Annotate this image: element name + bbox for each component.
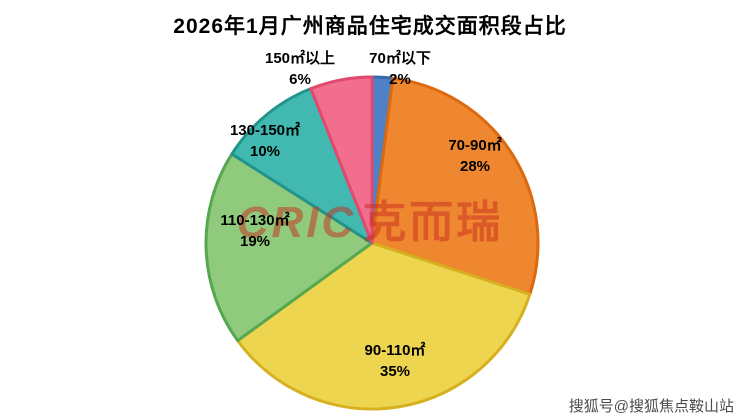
chart-title: 2026年1月广州商品住宅成交面积段占比 xyxy=(173,15,567,38)
pie-slice-130-150[interactable] xyxy=(230,87,374,245)
pie-slice-90-110[interactable] xyxy=(236,241,532,411)
sohu-watermark: 搜狐号@搜狐焦点鞍山站 xyxy=(568,398,734,415)
pie-slice-70-90[interactable] xyxy=(370,76,540,296)
pie-slice-150-plus[interactable] xyxy=(309,75,374,245)
pie-slice-110-130[interactable] xyxy=(204,152,374,343)
